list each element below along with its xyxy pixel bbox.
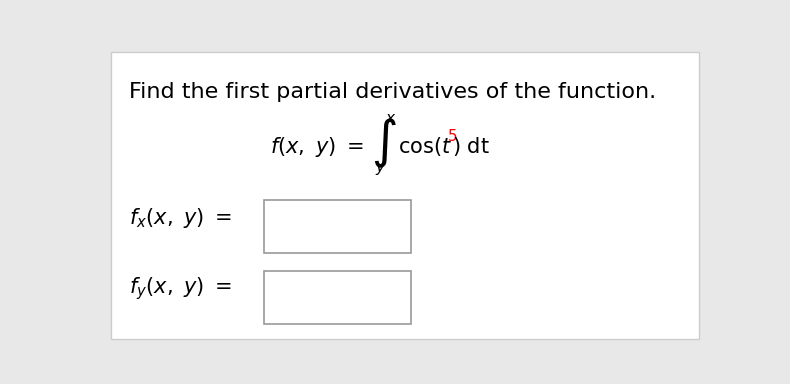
- Text: $5$: $5$: [446, 128, 457, 144]
- Text: $f_y(x,\ y)\ =$: $f_y(x,\ y)\ =$: [130, 275, 233, 302]
- FancyBboxPatch shape: [264, 271, 411, 324]
- FancyBboxPatch shape: [111, 52, 699, 339]
- Text: Find the first partial derivatives of the function.: Find the first partial derivatives of th…: [130, 81, 656, 101]
- Text: $y$: $y$: [375, 161, 387, 177]
- Text: $f(x,\ y)\ =$: $f(x,\ y)\ =$: [270, 135, 364, 159]
- Text: $x$: $x$: [386, 111, 397, 126]
- Text: $\int$: $\int$: [371, 117, 397, 170]
- Text: $\mathrm{cos}(t$: $\mathrm{cos}(t$: [397, 135, 452, 158]
- Text: $f_x(x,\ y)\ =$: $f_x(x,\ y)\ =$: [130, 205, 233, 230]
- FancyBboxPatch shape: [264, 200, 411, 253]
- Text: $)\ \mathrm{dt}$: $)\ \mathrm{dt}$: [452, 135, 490, 158]
